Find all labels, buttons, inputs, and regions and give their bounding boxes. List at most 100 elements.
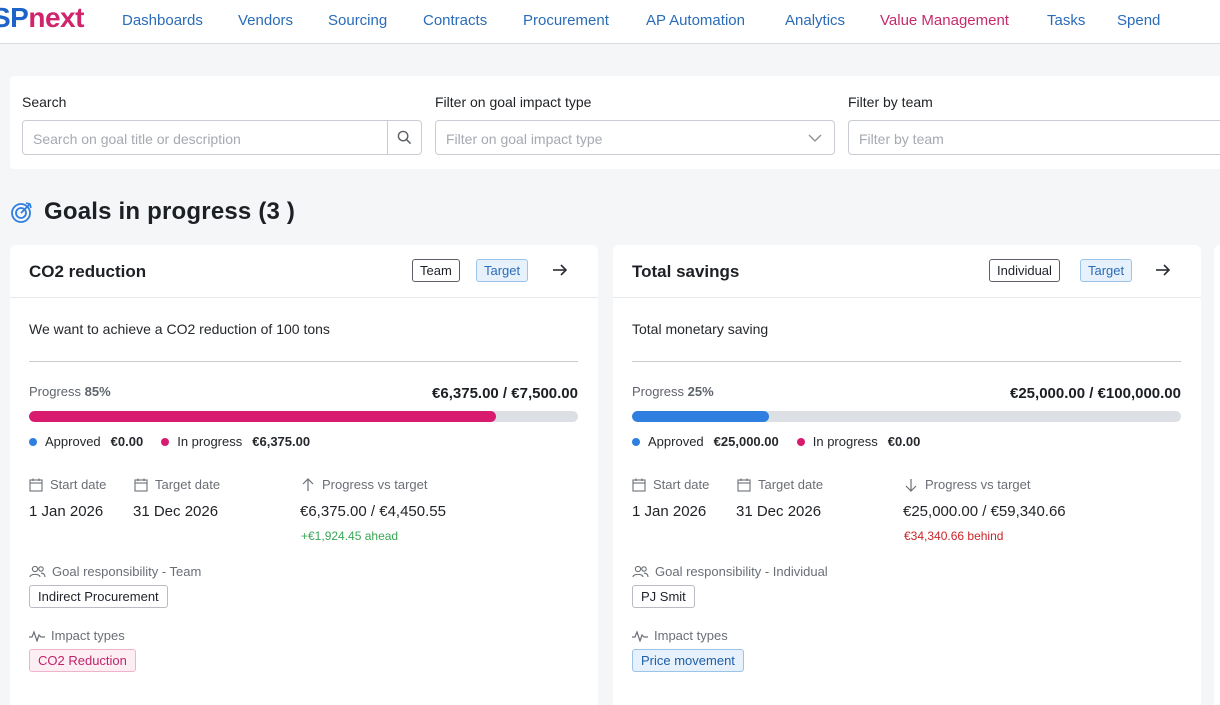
nav-value-management[interactable]: Value Management [880,12,1009,29]
target-date-label-text: Target date [155,477,221,492]
calendar-icon [737,478,751,492]
team-placeholder: Filter by team [859,131,944,147]
progress-label-text: Progress [29,384,82,399]
progress-value: €25,000.00 / €100,000.00 [1010,385,1181,402]
goal-description: We want to achieve a CO2 reduction of 10… [29,321,330,337]
target-badge: Target [476,259,529,282]
impact-placeholder: Filter on goal impact type [446,131,603,147]
arrow-up-icon [302,477,314,491]
nav-procurement[interactable]: Procurement [523,12,609,29]
team-filter-label: Filter by team [848,94,933,110]
target-badge: Target [1080,259,1133,282]
progress-legend: Approved €0.00 In progress €6,375.00 [29,434,328,449]
arrow-right-icon[interactable] [1154,261,1172,279]
progress-delta: +€1,924.45 ahead [301,529,399,543]
progress-percent: 85% [84,384,111,399]
nav-dashboards[interactable]: Dashboards [122,12,203,29]
progress-bar-fill [632,411,770,422]
responsibility-chip[interactable]: Indirect Procurement [29,585,168,608]
progress-vs-target-label: Progress vs target [904,477,1031,492]
impact-type-chip[interactable]: CO2 Reduction [29,649,136,672]
progress-vs-target-label-text: Progress vs target [925,477,1031,492]
search-icon [397,130,412,145]
in-progress-dot [161,437,170,446]
search-placeholder: Search on goal title or description [33,131,241,147]
progress-label-text: Progress [632,384,685,399]
approved-dot [29,437,37,446]
start-date-label-text: Start date [50,477,107,492]
progress-legend: Approved €25,000.00 In progress €0.00 [632,434,938,449]
impact-type-chip[interactable]: Price movement [632,649,744,672]
impact-types-label: Impact types [632,628,728,643]
logo-part-next: next [28,2,84,33]
progress-percent: 25% [687,384,714,399]
goal-responsibility-text: Goal responsibility - Team [52,564,202,579]
goal-responsibility-text: Goal responsibility - Individual [655,564,828,579]
responsibility-chip[interactable]: PJ Smit [632,585,695,608]
progress-vs-target-value: €6,375.00 / €4,450.55 [300,503,446,520]
nav-vendors[interactable]: Vendors [238,12,294,29]
start-date-value: 1 Jan 2026 [29,503,104,520]
section-header: Goals in progress (3 ) [10,198,295,226]
progress-bar [632,411,1181,422]
chevron-down-icon [808,134,822,142]
card-title: CO2 reduction [29,262,147,281]
legend-approved-value: €25,000.00 [713,434,779,449]
goal-card-co2: CO2 reduction Team Target We want to ach… [10,245,598,705]
progress-vs-target-label: Progress vs target [301,477,428,492]
nav-sourcing[interactable]: Sourcing [328,12,388,29]
calendar-icon [134,478,148,492]
impact-types-text: Impact types [51,628,125,643]
nav-contracts[interactable]: Contracts [423,12,488,29]
divider [632,361,1181,362]
search-input[interactable]: Search on goal title or description [22,120,422,155]
approved-dot [632,437,640,446]
nav-ap-automation[interactable]: AP Automation [646,12,745,29]
progress-vs-target-value: €25,000.00 / €59,340.66 [903,503,1066,520]
legend-approved-value: €0.00 [110,434,144,449]
arrow-right-icon[interactable] [551,261,569,279]
section-title: Goals in progress (3 ) [44,198,296,225]
goal-responsibility-label: Goal responsibility - Individual [632,564,828,579]
search-label: Search [22,94,67,110]
legend-approved-label: Approved [45,434,101,449]
progress-label: Progress 25% [632,384,714,399]
team-badge: Team [412,259,460,282]
card-title: Total savings [632,262,740,281]
arrow-down-icon [905,478,917,492]
target-date-value: 31 Dec 2026 [736,503,822,520]
nav-analytics[interactable]: Analytics [785,12,846,29]
start-date-label: Start date [632,477,709,492]
team-filter-input[interactable]: Filter by team [848,120,1220,155]
progress-delta: €34,340.66 behind [904,529,1004,543]
impact-types-label: Impact types [29,628,125,643]
target-date-label-text: Target date [758,477,824,492]
progress-vs-target-label-text: Progress vs target [322,477,428,492]
logo-part-sp: SP [0,2,29,33]
progress-bar [29,411,578,422]
divider [29,361,578,362]
app-logo[interactable]: SPnext [0,2,84,34]
calendar-icon [29,478,43,492]
legend-in-progress-value: €0.00 [887,434,921,449]
target-date-label: Target date [134,477,220,492]
goal-card-total-savings: Total savings Individual Target Total mo… [613,245,1201,705]
nav-tasks[interactable]: Tasks [1047,12,1086,29]
impact-filter-label: Filter on goal impact type [435,94,592,110]
progress-value: €6,375.00 / €7,500.00 [432,385,578,402]
progress-label: Progress 85% [29,384,111,399]
impact-type-select[interactable]: Filter on goal impact type [435,120,835,155]
filter-panel: Search Search on goal title or descripti… [10,76,1220,169]
search-button[interactable] [387,121,421,154]
goal-responsibility-label: Goal responsibility - Team [29,564,201,579]
impact-types-text: Impact types [654,628,728,643]
nav-spend[interactable]: Spend [1117,12,1161,29]
calendar-icon [632,478,646,492]
users-icon [29,565,46,577]
legend-approved-label: Approved [648,434,704,449]
target-icon [11,202,32,223]
in-progress-dot [796,437,805,446]
individual-badge: Individual [989,259,1060,282]
users-icon [632,565,649,577]
progress-bar-fill [29,411,496,422]
